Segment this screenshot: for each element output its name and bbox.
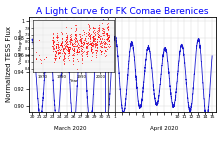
Text: April 2020: April 2020 bbox=[150, 126, 178, 131]
Title: A Light Curve for FK Comae Berenices: A Light Curve for FK Comae Berenices bbox=[36, 7, 208, 16]
Y-axis label: Normalized TESS Flux: Normalized TESS Flux bbox=[6, 26, 12, 102]
Text: March 2020: March 2020 bbox=[54, 126, 86, 131]
